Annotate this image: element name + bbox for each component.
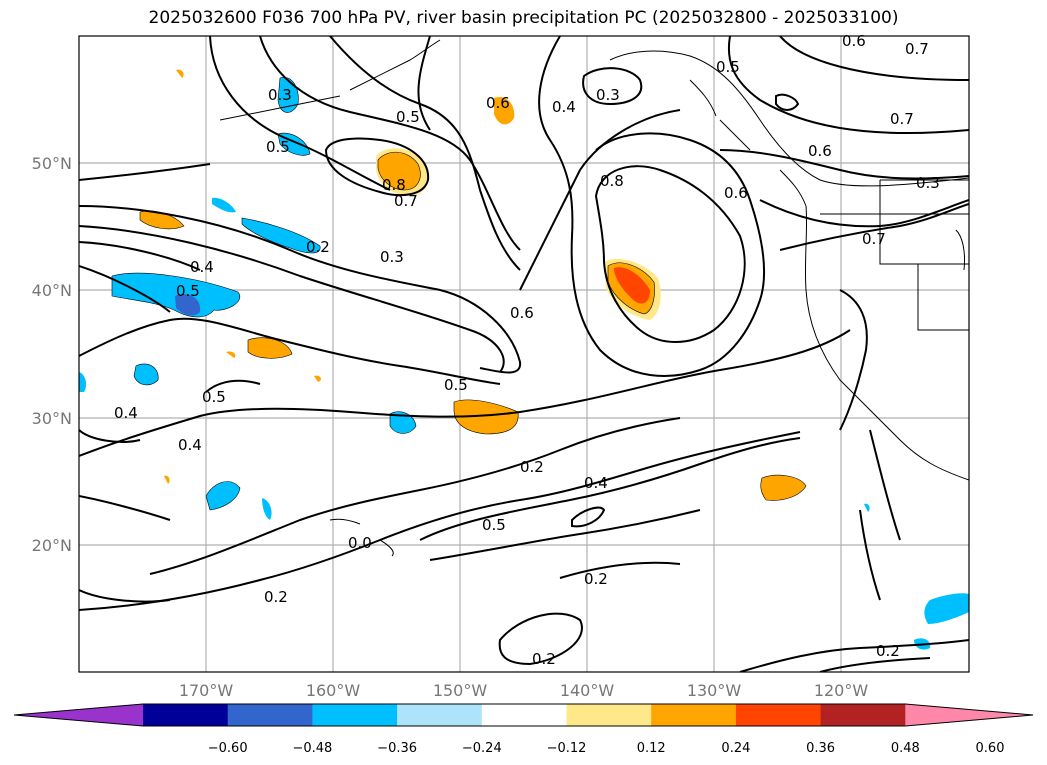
lat-label: 50°N <box>32 154 72 173</box>
map-title: 2025032600 F036 700 hPa PV, river basin … <box>148 8 899 28</box>
colorbar-segment <box>735 704 822 726</box>
contour-label: 0.8 <box>600 172 624 190</box>
contour-label: 0.4 <box>190 258 214 276</box>
contour-label: 0.5 <box>716 58 740 76</box>
contour-label: 0.7 <box>394 192 418 210</box>
contour-label: 0.7 <box>905 40 929 58</box>
colorbar-segment <box>397 704 483 726</box>
contour-label: 0.7 <box>862 230 886 248</box>
contour-label: 0.4 <box>584 474 608 492</box>
contour-label: 0.4 <box>552 98 576 116</box>
positive-precip-shading <box>139 69 807 501</box>
colorbar-segment <box>820 704 906 726</box>
contour-label: 0.2 <box>532 650 556 668</box>
lon-label: 150°W <box>433 681 488 700</box>
contour-label: 0.6 <box>842 32 866 50</box>
contour-label: 0.8 <box>382 176 406 194</box>
colorbar-tick-label: 0.36 <box>806 741 835 756</box>
contour-label: 0.2 <box>520 458 544 476</box>
lon-label: 160°W <box>306 681 361 700</box>
grid-lines <box>79 36 969 672</box>
colorbar-segment <box>566 704 652 726</box>
colorbar-extend-high <box>905 704 1033 726</box>
contour-label: 0.5 <box>482 516 506 534</box>
lat-label: 30°N <box>32 409 72 428</box>
map-area <box>79 36 969 672</box>
contour-label: 0.4 <box>178 436 202 454</box>
colorbar-extend-low <box>14 704 143 726</box>
contour-label: 0.2 <box>876 642 900 660</box>
colorbar-tick-label: −0.12 <box>547 741 587 756</box>
contour-label: 0.5 <box>444 376 468 394</box>
colorbar: −0.60 −0.48 −0.36 −0.24 −0.12 0.12 0.24 0.36 0.4… <box>13 703 1034 756</box>
contour-label: 0.6 <box>510 304 534 322</box>
contour-label: 0.7 <box>890 110 914 128</box>
colorbar-tick-label: −0.36 <box>377 741 417 756</box>
colorbar-tick-label: 0.48 <box>891 741 920 756</box>
colorbar-tick-label: −0.48 <box>292 741 332 756</box>
lon-label: 170°W <box>179 681 234 700</box>
contour-label: 0.4 <box>114 404 138 422</box>
contour-label: 0.6 <box>724 184 748 202</box>
map-frame <box>78 35 970 673</box>
lon-label: 140°W <box>560 681 615 700</box>
pv-contours <box>79 36 969 672</box>
colorbar-tick-label: 0.12 <box>637 741 666 756</box>
colorbar-segment <box>143 704 229 726</box>
contour-label: 0.3 <box>916 174 940 192</box>
contour-label: 0.6 <box>808 142 832 160</box>
colorbar-tick-label: −0.24 <box>462 741 502 756</box>
contour-labels: 0.6 0.7 0.3 0.5 0.6 0.4 0.5 0.3 0.7 0.5 … <box>114 32 940 668</box>
lat-label: 40°N <box>32 281 72 300</box>
longitude-labels: 170°W 160°W 150°W 140°W 130°W 120°W <box>179 681 869 700</box>
colorbar-tick-label: −0.60 <box>208 741 248 756</box>
lon-label: 120°W <box>814 681 869 700</box>
contour-label: 0.5 <box>176 282 200 300</box>
lon-label: 130°W <box>687 681 742 700</box>
contour-label: 0.6 <box>486 94 510 112</box>
contour-label: 0.5 <box>202 388 226 406</box>
colorbar-outline <box>13 703 1034 727</box>
contour-label: 0.5 <box>396 108 420 126</box>
coastlines <box>219 39 969 557</box>
contour-label: 0.2 <box>306 238 330 256</box>
lat-label: 20°N <box>32 536 72 555</box>
colorbar-tick-label: 0.60 <box>976 741 1005 756</box>
contour-label: 0.0 <box>348 534 372 552</box>
colorbar-tick-label: 0.24 <box>721 741 750 756</box>
colorbar-segment <box>312 704 398 726</box>
contour-label: 0.2 <box>264 588 288 606</box>
contour-label: 0.3 <box>596 86 620 104</box>
contour-label: 0.3 <box>268 86 292 104</box>
contour-label: 0.3 <box>380 248 404 266</box>
contour-label: 0.2 <box>584 570 608 588</box>
latitude-labels: 50°N 40°N 30°N 20°N <box>32 154 72 555</box>
contour-label: 0.5 <box>266 138 290 156</box>
colorbar-segment <box>481 704 567 726</box>
colorbar-segment <box>227 704 313 726</box>
colorbar-segment <box>651 704 737 726</box>
